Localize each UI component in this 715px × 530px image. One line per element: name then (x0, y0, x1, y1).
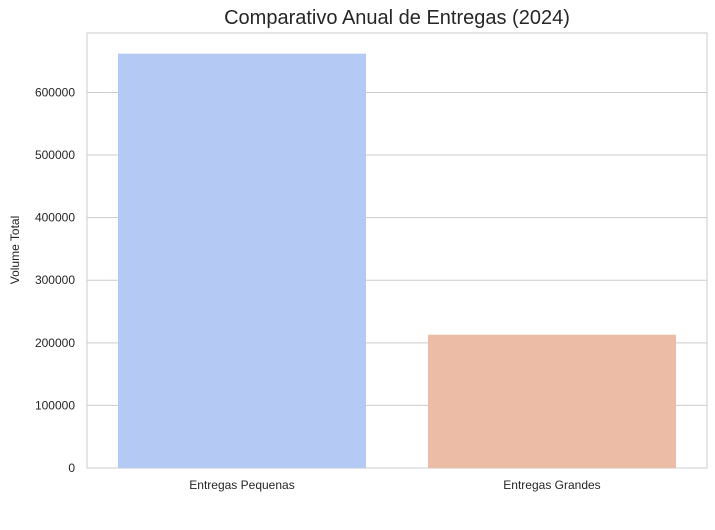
y-tick-label: 0 (68, 461, 75, 475)
chart-title: Comparativo Anual de Entregas (2024) (224, 7, 570, 29)
x-tick-labels: Entregas Pequenas Entregas Grandes (189, 478, 600, 492)
y-tick-labels: 0 100000 200000 300000 400000 500000 600000 (35, 85, 75, 475)
bar-entregas-grandes (428, 334, 676, 468)
y-tick-label: 500000 (35, 148, 75, 162)
x-tick-label: Entregas Grandes (503, 478, 600, 492)
y-tick-label: 200000 (35, 336, 75, 350)
y-tick-label: 100000 (35, 398, 75, 412)
x-tick-label: Entregas Pequenas (189, 478, 294, 492)
bar-entregas-pequenas (118, 53, 366, 469)
y-axis-label: Volume Total (8, 216, 22, 285)
y-tick-label: 400000 (35, 211, 75, 225)
bars (118, 53, 676, 469)
y-tick-label: 600000 (35, 85, 75, 99)
y-tick-label: 300000 (35, 273, 75, 287)
